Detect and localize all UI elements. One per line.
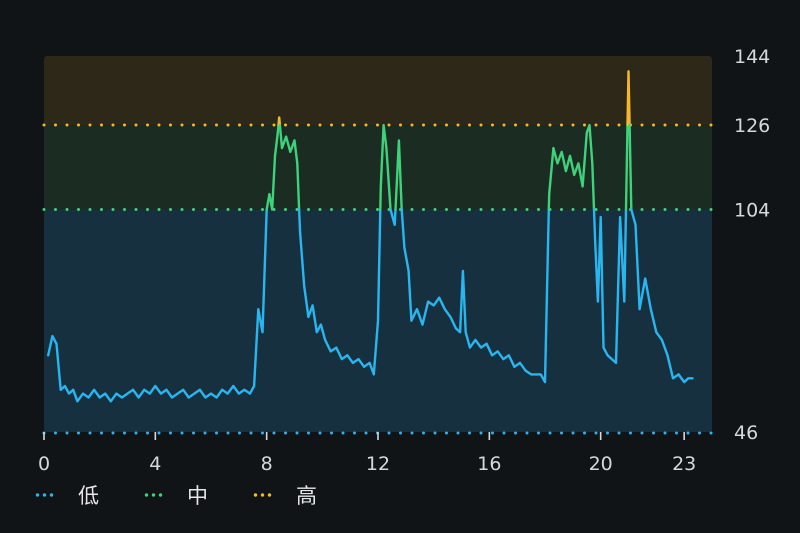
legend-dot-high-icon (252, 493, 274, 497)
x-tick-label-8: 8 (261, 453, 273, 475)
zone-band-2 (44, 56, 712, 126)
x-tick-label-20: 20 (589, 453, 613, 475)
y-tick-label-144: 144 (734, 46, 770, 68)
series-line-segment-9 (547, 123, 596, 211)
x-tick-label-0: 0 (38, 453, 50, 475)
series-line-segment-8 (400, 208, 550, 384)
legend-label-mid: 中 (187, 484, 208, 508)
series-line-segment-3 (278, 123, 301, 211)
series-line-segment-4 (297, 208, 382, 376)
series-line-segment-10 (592, 208, 628, 365)
zone-bands (44, 56, 712, 432)
series-line-segment-11 (624, 123, 629, 211)
legend-label-low: 低 (78, 484, 99, 508)
zone-band-1 (44, 125, 712, 210)
x-tick-label-4: 4 (149, 453, 161, 475)
legend-item-high: 高 (252, 480, 317, 510)
x-tick-label-16: 16 (477, 453, 501, 475)
legend-item-low: 低 (34, 480, 99, 510)
series-line-segment-7 (394, 139, 403, 211)
series-line-segment-14 (630, 208, 694, 384)
series-line-segment-13 (628, 123, 633, 211)
series-line-segment-6 (389, 208, 397, 227)
legend: 低 中 高 (34, 480, 361, 510)
x-tick-label-12: 12 (366, 453, 390, 475)
series-line-segment-2 (277, 116, 282, 127)
x-tick-label-23: 23 (672, 453, 696, 475)
legend-item-mid: 中 (143, 480, 208, 510)
heart-rate-series (47, 70, 694, 403)
y-tick-label-46: 46 (734, 422, 758, 444)
series-line-segment-0 (47, 208, 268, 403)
legend-label-high: 高 (296, 484, 317, 508)
series-line-segment-1 (265, 123, 280, 211)
x-axis-ticks: 0 4 8 12 16 20 23 (38, 432, 696, 475)
y-tick-label-126: 126 (734, 115, 770, 137)
y-tick-label-104: 104 (734, 199, 770, 221)
legend-dot-mid-icon (143, 493, 165, 497)
legend-dot-low-icon (34, 493, 56, 497)
y-axis-ticks: 46 104 126 144 (734, 46, 770, 444)
series-line-segment-5 (379, 123, 392, 211)
series-line-segment-12 (626, 70, 631, 127)
